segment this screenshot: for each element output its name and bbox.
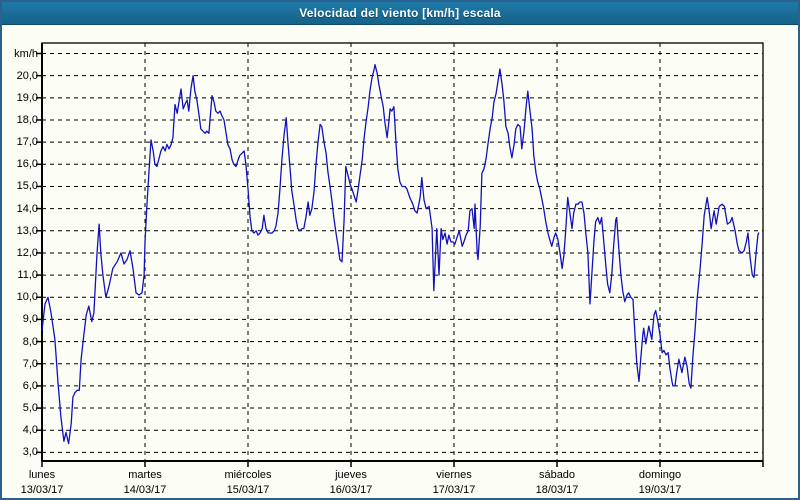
- plot-border: [41, 42, 764, 462]
- wind-speed-line: [41, 63, 760, 445]
- title-bar: Velocidad del viento [km/h] escala: [2, 2, 798, 25]
- chart-title: Velocidad del viento [km/h] escala: [299, 6, 501, 20]
